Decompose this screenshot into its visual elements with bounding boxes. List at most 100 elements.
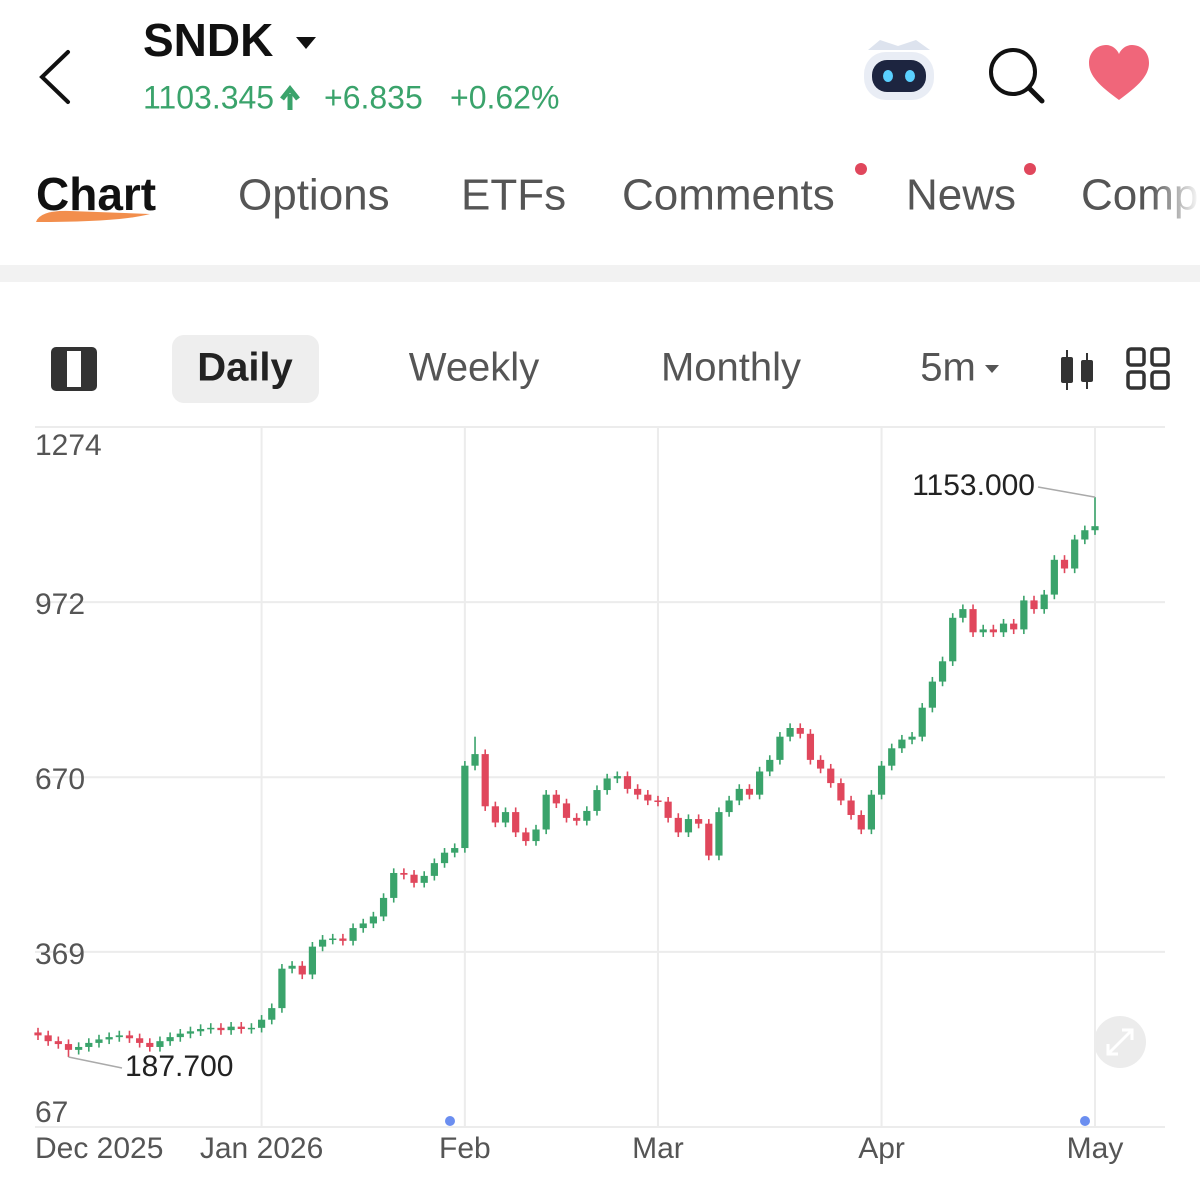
- candle-body: [318, 939, 327, 947]
- candle-body: [837, 783, 845, 801]
- candle-body: [684, 819, 693, 833]
- tab[interactable]: ETFs: [461, 171, 566, 220]
- x-tick-label: Apr: [858, 1132, 905, 1165]
- candle-body: [796, 727, 804, 734]
- search-button[interactable]: [989, 48, 1045, 104]
- candle-body: [603, 778, 611, 791]
- y-tick-label: 369: [35, 938, 85, 971]
- candle-body: [166, 1037, 174, 1042]
- tab[interactable]: News: [906, 171, 1016, 220]
- candle-body: [654, 800, 662, 802]
- candle-body: [756, 771, 764, 795]
- period-button[interactable]: Monthly: [661, 346, 801, 390]
- candle-body: [420, 875, 428, 883]
- candle-body: [786, 727, 794, 737]
- candle-body: [125, 1035, 134, 1039]
- candle-body: [1081, 530, 1089, 540]
- chart-type-button[interactable]: [1061, 350, 1093, 390]
- candle-body: [410, 874, 418, 883]
- candlestick-chart: 67 369 670 972 1274 Dec 2025 Jan 2026 Feb Mar Apr…: [34, 426, 1165, 1165]
- candle-body: [379, 897, 388, 917]
- candle-body: [898, 739, 906, 749]
- tab[interactable]: Chart: [36, 168, 156, 220]
- ticker[interactable]: SNDK: [143, 14, 273, 66]
- tab[interactable]: Options: [238, 171, 390, 220]
- active-period-bg: [172, 335, 319, 403]
- layout-toggle[interactable]: [51, 347, 97, 391]
- candle-body: [664, 801, 672, 818]
- candle-body: [1071, 539, 1079, 569]
- candle-body: [247, 1027, 256, 1030]
- candle-body: [695, 819, 703, 824]
- candle-body: [613, 776, 621, 779]
- candle-body: [949, 617, 957, 662]
- back-button[interactable]: [39, 50, 70, 104]
- candle-body: [1010, 623, 1018, 630]
- change: +6.835: [324, 79, 423, 115]
- candle-body: [1030, 600, 1038, 610]
- candle-body: [918, 707, 926, 737]
- candle-body: [268, 1008, 276, 1020]
- candle-body: [867, 794, 876, 830]
- candle-body: [1050, 559, 1058, 595]
- annotation-leader: [1037, 486, 1096, 498]
- annotation: 187.700: [125, 1050, 233, 1083]
- candle-body: [644, 794, 652, 801]
- candle-body: [400, 872, 408, 875]
- period-button[interactable]: Weekly: [409, 346, 539, 390]
- candle-body: [197, 1028, 205, 1032]
- candle-body: [634, 788, 642, 795]
- candle-body: [877, 765, 886, 795]
- ticker-dropdown[interactable]: [296, 37, 316, 49]
- candle-body: [806, 733, 815, 760]
- period-dropdown[interactable]: [985, 365, 999, 373]
- event-marker[interactable]: [1080, 1116, 1090, 1126]
- candle-body: [593, 790, 601, 811]
- candle-body: [623, 776, 632, 789]
- candle-body: [430, 863, 438, 876]
- candle-body: [451, 848, 459, 853]
- candle-body: [44, 1035, 52, 1042]
- candle-body: [522, 832, 530, 842]
- candle-body: [95, 1039, 103, 1043]
- candle-body: [491, 806, 499, 823]
- event-marker[interactable]: [445, 1116, 455, 1126]
- annotation: 1153.000: [912, 469, 1035, 502]
- candle-body: [705, 823, 713, 856]
- assistant-icon[interactable]: [864, 40, 934, 100]
- candle-body: [816, 759, 825, 769]
- separator: [0, 265, 1200, 282]
- candle-body: [857, 814, 865, 830]
- period-button[interactable]: Daily: [197, 346, 293, 390]
- candle-body: [532, 829, 540, 842]
- y-tick-label: 972: [35, 588, 85, 621]
- candle-body: [959, 609, 967, 618]
- expand-button[interactable]: [1094, 1016, 1146, 1068]
- candle-body: [969, 609, 977, 633]
- active-tab-underline: [36, 210, 150, 222]
- x-tick-label: Jan 2026: [200, 1132, 323, 1165]
- y-tick-label: 1274: [35, 429, 102, 462]
- candle-body: [888, 748, 896, 766]
- tab[interactable]: Comments: [622, 171, 835, 220]
- candle-body: [369, 916, 377, 924]
- candle-body: [105, 1037, 113, 1040]
- candle-body: [512, 812, 520, 833]
- period-button[interactable]: 5m: [920, 346, 976, 390]
- candle-body: [674, 817, 682, 833]
- candle-body: [776, 736, 784, 760]
- candle-body: [928, 681, 936, 708]
- badge: [855, 163, 867, 175]
- candle-body: [156, 1041, 164, 1047]
- candle-body: [54, 1041, 62, 1045]
- x-tick-label: Dec 2025: [35, 1132, 163, 1165]
- favorite-button[interactable]: [1089, 45, 1149, 100]
- candle-body: [979, 629, 987, 633]
- x-tick-label: Feb: [439, 1132, 491, 1165]
- y-tick-label: 67: [35, 1096, 68, 1129]
- y-tick-label: 670: [35, 763, 85, 796]
- candle-body: [471, 754, 479, 766]
- grid-view-button[interactable]: [1126, 347, 1170, 390]
- candle-body: [766, 759, 774, 772]
